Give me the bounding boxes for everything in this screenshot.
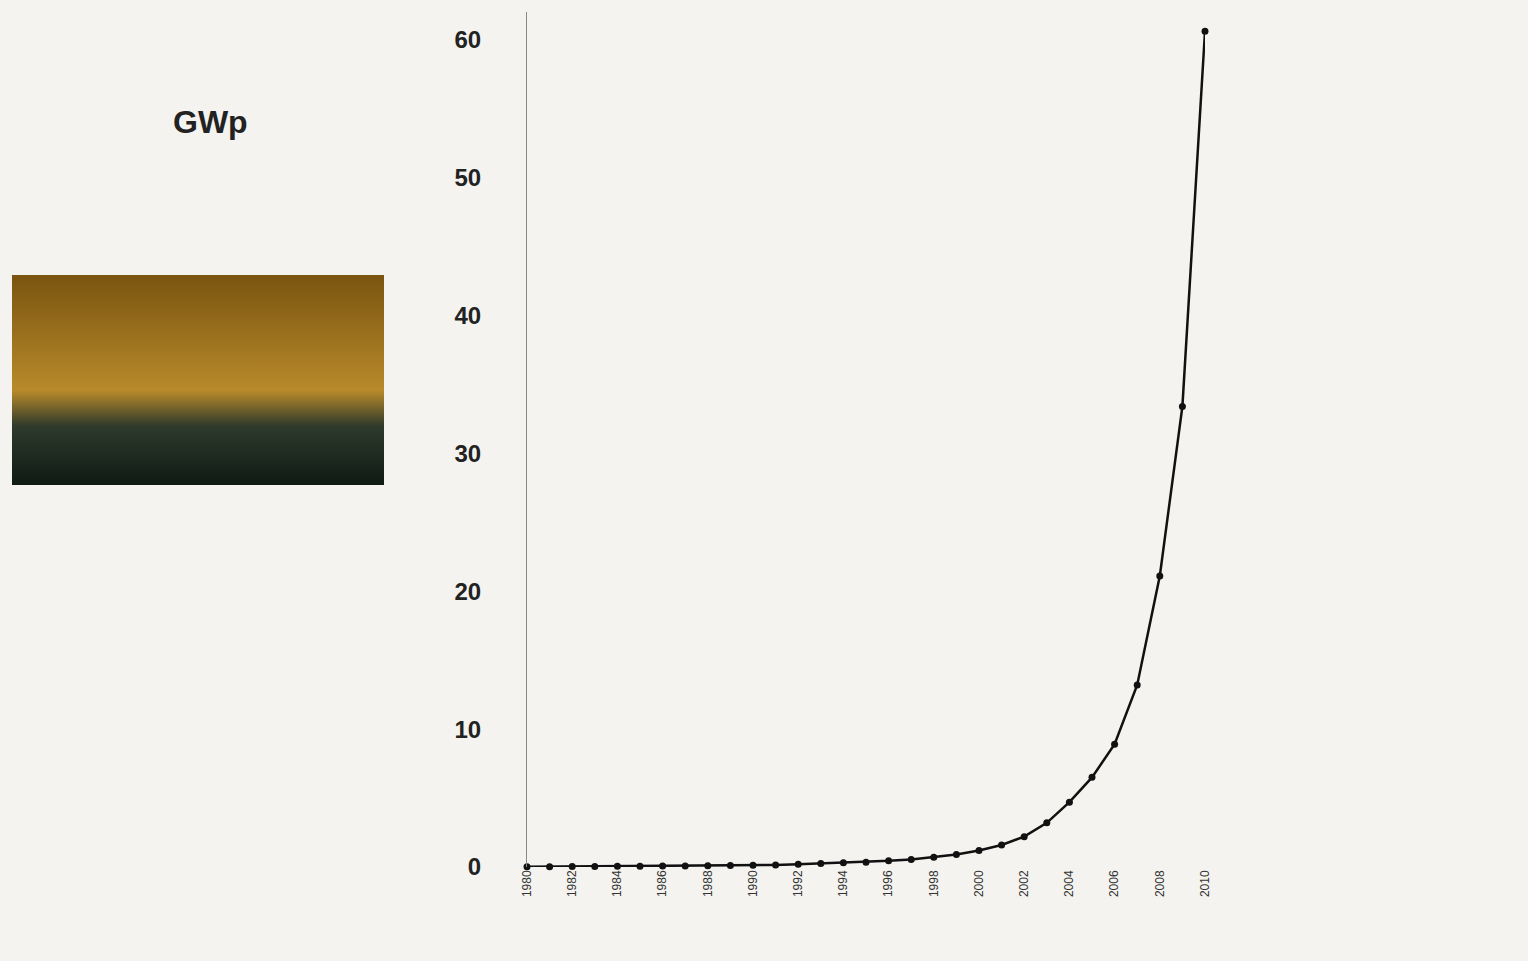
svg-text:1990: 1990 (746, 870, 760, 897)
svg-text:2008: 2008 (1153, 870, 1167, 897)
svg-text:1994: 1994 (836, 870, 850, 897)
svg-text:1980: 1980 (520, 870, 534, 897)
svg-text:10: 10 (454, 716, 481, 743)
svg-text:60: 60 (454, 26, 481, 53)
svg-text:1996: 1996 (882, 870, 896, 897)
svg-text:50: 50 (454, 164, 481, 191)
svg-text:GWp: GWp (173, 104, 248, 140)
svg-text:1998: 1998 (927, 870, 941, 897)
svg-text:1982: 1982 (565, 870, 579, 897)
svg-text:1984: 1984 (610, 870, 624, 897)
svg-text:1988: 1988 (701, 870, 715, 897)
svg-text:2002: 2002 (1017, 870, 1031, 897)
svg-text:20: 20 (454, 578, 481, 605)
svg-text:2000: 2000 (972, 870, 986, 897)
svg-text:40: 40 (454, 302, 481, 329)
svg-text:30: 30 (454, 440, 481, 467)
svg-text:1986: 1986 (656, 870, 670, 897)
svg-text:2004: 2004 (1062, 870, 1076, 897)
svg-text:2006: 2006 (1108, 870, 1122, 897)
svg-text:2010: 2010 (1198, 870, 1212, 897)
svg-text:1992: 1992 (791, 870, 805, 897)
svg-text:0: 0 (468, 853, 481, 880)
